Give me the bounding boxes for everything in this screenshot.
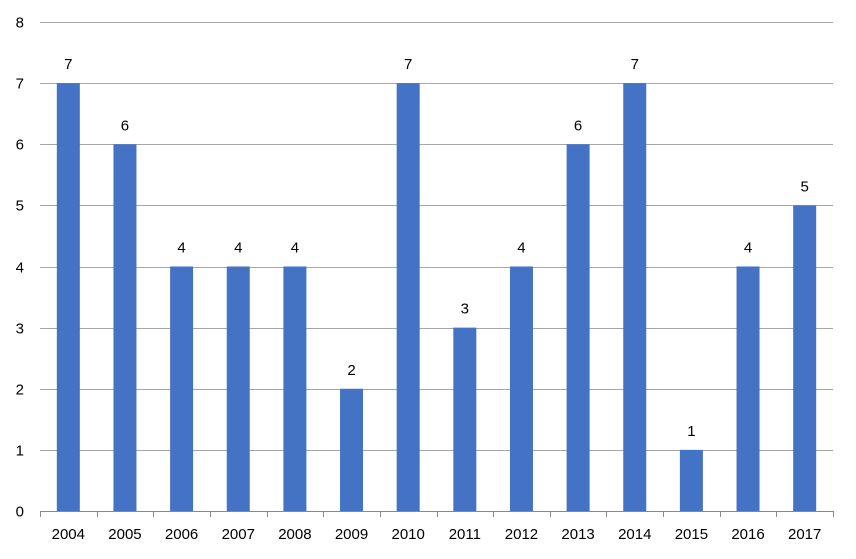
bar-2009 (340, 388, 364, 511)
x-tick-label: 2013 (561, 526, 594, 543)
x-tick-label: 2005 (108, 526, 141, 543)
y-tick-label: 8 (16, 15, 24, 32)
data-label-2013: 6 (574, 117, 582, 134)
x-tick-label: 2010 (391, 526, 424, 543)
y-tick-label: 4 (16, 260, 24, 277)
x-tick-label: 2017 (788, 526, 821, 543)
x-tick-label: 2014 (618, 526, 651, 543)
bar-2010 (396, 83, 420, 511)
x-tick-label: 2012 (505, 526, 538, 543)
x-tick-label: 2006 (165, 526, 198, 543)
y-tick-label: 1 (16, 443, 24, 460)
data-label-2006: 4 (177, 240, 185, 257)
bar-2006 (170, 266, 194, 511)
x-tick-label: 2015 (675, 526, 708, 543)
bar-2008 (283, 266, 307, 511)
bars (56, 83, 817, 511)
gridlines (40, 22, 833, 451)
x-tick-label: 2011 (449, 526, 481, 543)
bar-2015 (679, 449, 703, 511)
bar-2012 (509, 266, 533, 511)
data-label-2017: 5 (801, 178, 809, 195)
bar-2016 (736, 266, 760, 511)
x-tick-label: 2007 (222, 526, 255, 543)
y-tick-label: 5 (16, 198, 24, 215)
bar-2014 (623, 83, 647, 511)
data-label-2011: 3 (461, 301, 469, 318)
data-label-2004: 7 (64, 56, 72, 73)
x-tick-label: 2009 (335, 526, 368, 543)
x-tick-label: 2008 (278, 526, 311, 543)
data-label-2005: 6 (121, 117, 129, 134)
data-label-2015: 1 (687, 423, 695, 440)
data-label-2007: 4 (234, 240, 242, 257)
data-label-2014: 7 (631, 56, 639, 73)
bar-2013 (566, 144, 590, 511)
data-labels: 7 6 4 4 4 2 7 3 4 6 7 1 4 5 (64, 56, 809, 440)
data-label-2012: 4 (517, 240, 525, 257)
bar-2017 (793, 205, 817, 511)
x-tick-label: 2004 (52, 526, 85, 543)
data-label-2010: 7 (404, 56, 412, 73)
y-tick-label: 0 (16, 504, 24, 521)
axes: 0 1 2 3 4 5 6 7 8 2004 2005 2006 2007 2008 2009 2010 201… (16, 15, 834, 543)
bar-2011 (453, 327, 477, 511)
data-label-2009: 2 (347, 362, 355, 379)
bar-2004 (56, 83, 80, 511)
x-tick-label: 2016 (731, 526, 764, 543)
bar-2005 (113, 144, 137, 511)
data-label-2008: 4 (291, 240, 299, 257)
bar-2007 (226, 266, 250, 511)
y-tick-label: 6 (16, 137, 24, 154)
data-label-2016: 4 (744, 240, 752, 257)
y-tick-label: 7 (16, 76, 24, 93)
y-tick-label: 3 (16, 321, 24, 338)
y-tick-label: 2 (16, 382, 24, 399)
